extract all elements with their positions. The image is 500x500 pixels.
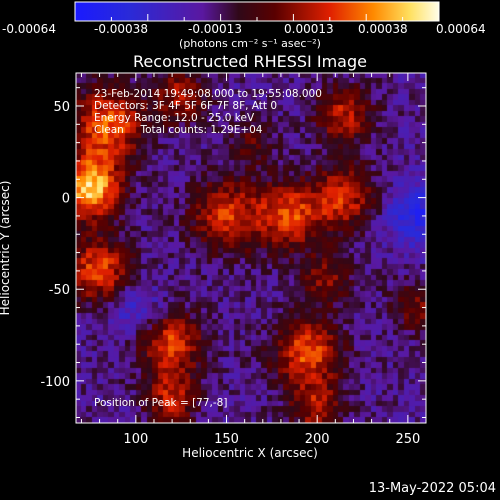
x-tick-label: 100 <box>123 432 148 447</box>
plot-frame <box>75 72 427 424</box>
heatmap-image <box>76 73 426 423</box>
annotation-detectors: Detectors: 3F 4F 5F 6F 7F 8F, Att 0 <box>94 100 278 112</box>
colorbar <box>74 1 440 22</box>
annotation-block: 23-Feb-2014 19:49:08.000 to 19:55:08.000… <box>94 88 322 136</box>
colorbar-tick-label: -0.00038 <box>94 22 148 36</box>
x-tick-label: 150 <box>214 432 239 447</box>
footer-date: 13-May-2022 05:04 <box>368 481 496 496</box>
colorbar-tick-label: -0.00064 <box>2 22 56 36</box>
y-axis-label: Heliocentric Y (arcsec) <box>0 180 12 316</box>
colorbar-tick-label: 0.00038 <box>358 22 408 36</box>
annotation-total-counts: Clean Total counts: 1.29E+04 <box>94 124 263 136</box>
colorbar-tick-label: -0.00013 <box>188 22 242 36</box>
colorbar-ticks <box>74 14 440 21</box>
colorbar-tick-label: 0.00064 <box>436 22 486 36</box>
colorbar-units: (photons cm⁻² s⁻¹ asec⁻²) <box>179 37 321 50</box>
x-axis: 100 150 200 250 <box>80 73 427 447</box>
x-tick-label: 200 <box>305 432 330 447</box>
y-tick-label: -100 <box>40 375 70 390</box>
y-tick-label: 0 <box>62 192 70 207</box>
y-tick-label: 50 <box>53 100 70 115</box>
peak-position-label: Position of Peak = [77,-8] <box>94 397 228 409</box>
annotation-time-range: 23-Feb-2014 19:49:08.000 to 19:55:08.000 <box>94 88 322 100</box>
x-tick-label: 250 <box>395 432 420 447</box>
colorbar-tick-label: 0.00013 <box>284 22 334 36</box>
colorbar-tick-labels: -0.00064 -0.00038 -0.00013 0.00013 0.000… <box>0 22 500 38</box>
annotation-energy-range: Energy Range: 12.0 - 25.0 keV <box>94 112 255 124</box>
y-tick-label: -50 <box>49 283 70 298</box>
chart-title: Reconstructed RHESSI Image <box>133 52 367 71</box>
x-axis-label: Heliocentric X (arcsec) <box>182 446 318 460</box>
y-axis: 50 0 -50 -100 <box>40 87 426 419</box>
